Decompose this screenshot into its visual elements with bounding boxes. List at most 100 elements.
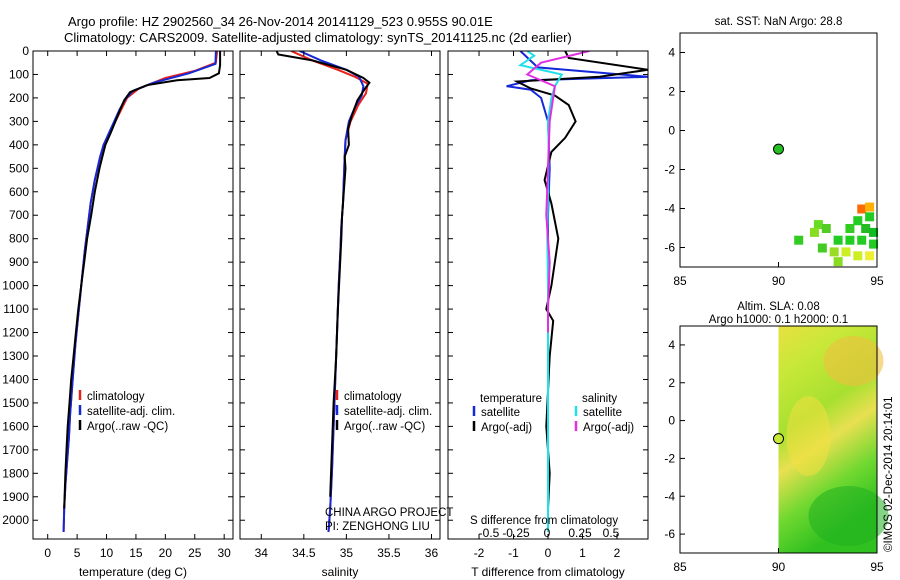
temperature-ytick-label: 1800	[2, 466, 29, 480]
difference-xtick-label: 2	[614, 546, 621, 560]
sla_map-ytick-label: -4	[664, 489, 675, 503]
figure-title-line1: Argo profile: HZ 2902560_34 26-Nov-2014 …	[68, 14, 493, 29]
temperature-ytick-label: 100	[9, 67, 29, 81]
sla_map-ytick-label: 0	[668, 414, 675, 428]
temperature-series-0-line	[62, 51, 219, 533]
temperature-xtick-label: 25	[188, 546, 202, 560]
salinity-xtick-label: 35.5	[377, 546, 401, 560]
sst_map-ytick-label: -2	[664, 163, 675, 177]
salinity-xtick-label: 34	[255, 546, 269, 560]
sst-cell	[841, 247, 851, 257]
imos-watermark: ©IMOS 02-Dec-2014 20:14:01	[883, 396, 895, 552]
difference-top-tick-label: 0.25	[568, 526, 592, 540]
temperature-ytick-label: 1700	[2, 443, 29, 457]
temperature-legend-label: climatology	[87, 391, 145, 403]
temperature-ytick-label: 1200	[2, 326, 29, 340]
temperature-ytick-label: 400	[9, 138, 29, 152]
sst_map-xtick-label: 85	[673, 274, 687, 288]
sst-cell	[857, 235, 867, 245]
difference-legend-header-temperature: temperature	[480, 393, 542, 405]
temperature-legend-label: satellite-adj. clim.	[87, 406, 175, 418]
sst-cell	[817, 243, 827, 253]
temperature-xtick-label: 15	[129, 546, 143, 560]
sla_map-xtick-label: 95	[870, 560, 884, 574]
difference-legend-label: satellite	[583, 407, 622, 419]
salinity-plot-frame	[239, 50, 441, 540]
temperature-xtick-label: 5	[74, 546, 81, 560]
temperature-ytick-label: 700	[9, 208, 29, 222]
sst-cell	[809, 227, 819, 237]
sst_map-ytick-label: 4	[668, 46, 675, 60]
salinity-xtick-label: 35	[340, 546, 354, 560]
difference-series-3-line	[525, 51, 590, 333]
difference-series-2-line	[517, 51, 564, 532]
figure-title-line2: Climatology: CARS2009. Satellite-adjuste…	[64, 30, 572, 45]
sst-cell	[853, 216, 863, 226]
sst_map-xtick-label: 90	[772, 274, 786, 288]
temperature-xtick-label: 0	[44, 546, 51, 560]
sst-cell	[794, 235, 804, 245]
difference-xlabel: T difference from climatology	[471, 565, 625, 579]
sla_map-ytick-label: -6	[664, 527, 675, 541]
sst-cell	[833, 235, 843, 245]
sla-low-patch	[808, 486, 889, 546]
salinity-xtick-label: 34.5	[292, 546, 316, 560]
sla_map-ytick-label: 2	[668, 376, 675, 390]
sst-cell	[829, 247, 839, 257]
sst-cell	[865, 251, 875, 261]
temperature-series-2-line	[63, 51, 222, 509]
difference-legend-label: Argo(-adj)	[481, 422, 532, 434]
sst-cell	[845, 224, 855, 233]
difference-xtick-label: -2	[474, 546, 485, 560]
temperature-ytick-label: 1300	[2, 349, 29, 363]
sst_map-ytick-label: 2	[668, 85, 675, 99]
sst-cell	[833, 257, 843, 267]
temperature-xtick-label: 20	[159, 546, 173, 560]
pi-label: PI: ZENGHONG LIU	[325, 521, 430, 533]
sst-cell	[869, 227, 879, 237]
sla-high-patch	[823, 336, 884, 386]
sla_map-xtick-label: 85	[673, 560, 687, 574]
temperature-xlabel: temperature (deg C)	[79, 565, 187, 579]
sst-cell	[865, 202, 875, 212]
salinity-series-2-line	[275, 51, 371, 497]
difference-legend-label: satellite	[481, 407, 520, 419]
sst-cell	[861, 224, 871, 233]
difference-top-tick-label: -0.5	[479, 526, 500, 540]
temperature-ytick-label: 500	[9, 161, 29, 175]
salinity-legend-label: satellite-adj. clim.	[344, 406, 432, 418]
temperature-ytick-label: 0	[22, 44, 29, 58]
temperature-ytick-label: 1000	[2, 279, 29, 293]
temperature-xtick-label: 30	[217, 546, 231, 560]
sla_map-argo-marker	[773, 433, 784, 445]
sst-cell	[857, 204, 867, 214]
salinity-xtick-label: 36	[425, 546, 439, 560]
salinity-legend-label: climatology	[344, 391, 402, 403]
temperature-ytick-label: 2000	[2, 513, 29, 527]
sst-cell	[853, 251, 863, 261]
salinity-legend-label: Argo(..raw -QC)	[344, 421, 425, 433]
sla_map-ytick-label: 4	[668, 338, 675, 352]
temperature-ytick-label: 1400	[2, 372, 29, 386]
sst_map-xtick-label: 95	[870, 274, 884, 288]
difference-series-0-line	[506, 51, 648, 532]
salinity-xlabel: salinity	[322, 565, 359, 579]
temperature-ytick-label: 1600	[2, 419, 29, 433]
difference-series-1-line	[513, 51, 648, 509]
project-label: CHINA ARGO PROJECT	[325, 507, 453, 519]
sst_map-ytick-label: -4	[664, 202, 675, 216]
temperature-ytick-label: 1100	[3, 302, 29, 316]
difference-top-tick-label: 0	[544, 526, 551, 540]
temperature-series-1-line	[62, 51, 217, 533]
temperature-ytick-label: 600	[9, 185, 29, 199]
difference-top-tick-label: -0.25	[502, 526, 530, 540]
difference-top-tick-label: 0.5	[603, 526, 620, 540]
temperature-legend-label: Argo(..raw -QC)	[87, 421, 168, 433]
difference-xtick-label: 0	[545, 546, 552, 560]
sst_map-title: sat. SST: NaN Argo: 28.8	[715, 16, 843, 28]
difference-xtick-label: 1	[579, 546, 586, 560]
difference-xtick-label: -1	[508, 546, 519, 560]
difference-xlabel-top: S difference from climatology	[470, 515, 618, 527]
